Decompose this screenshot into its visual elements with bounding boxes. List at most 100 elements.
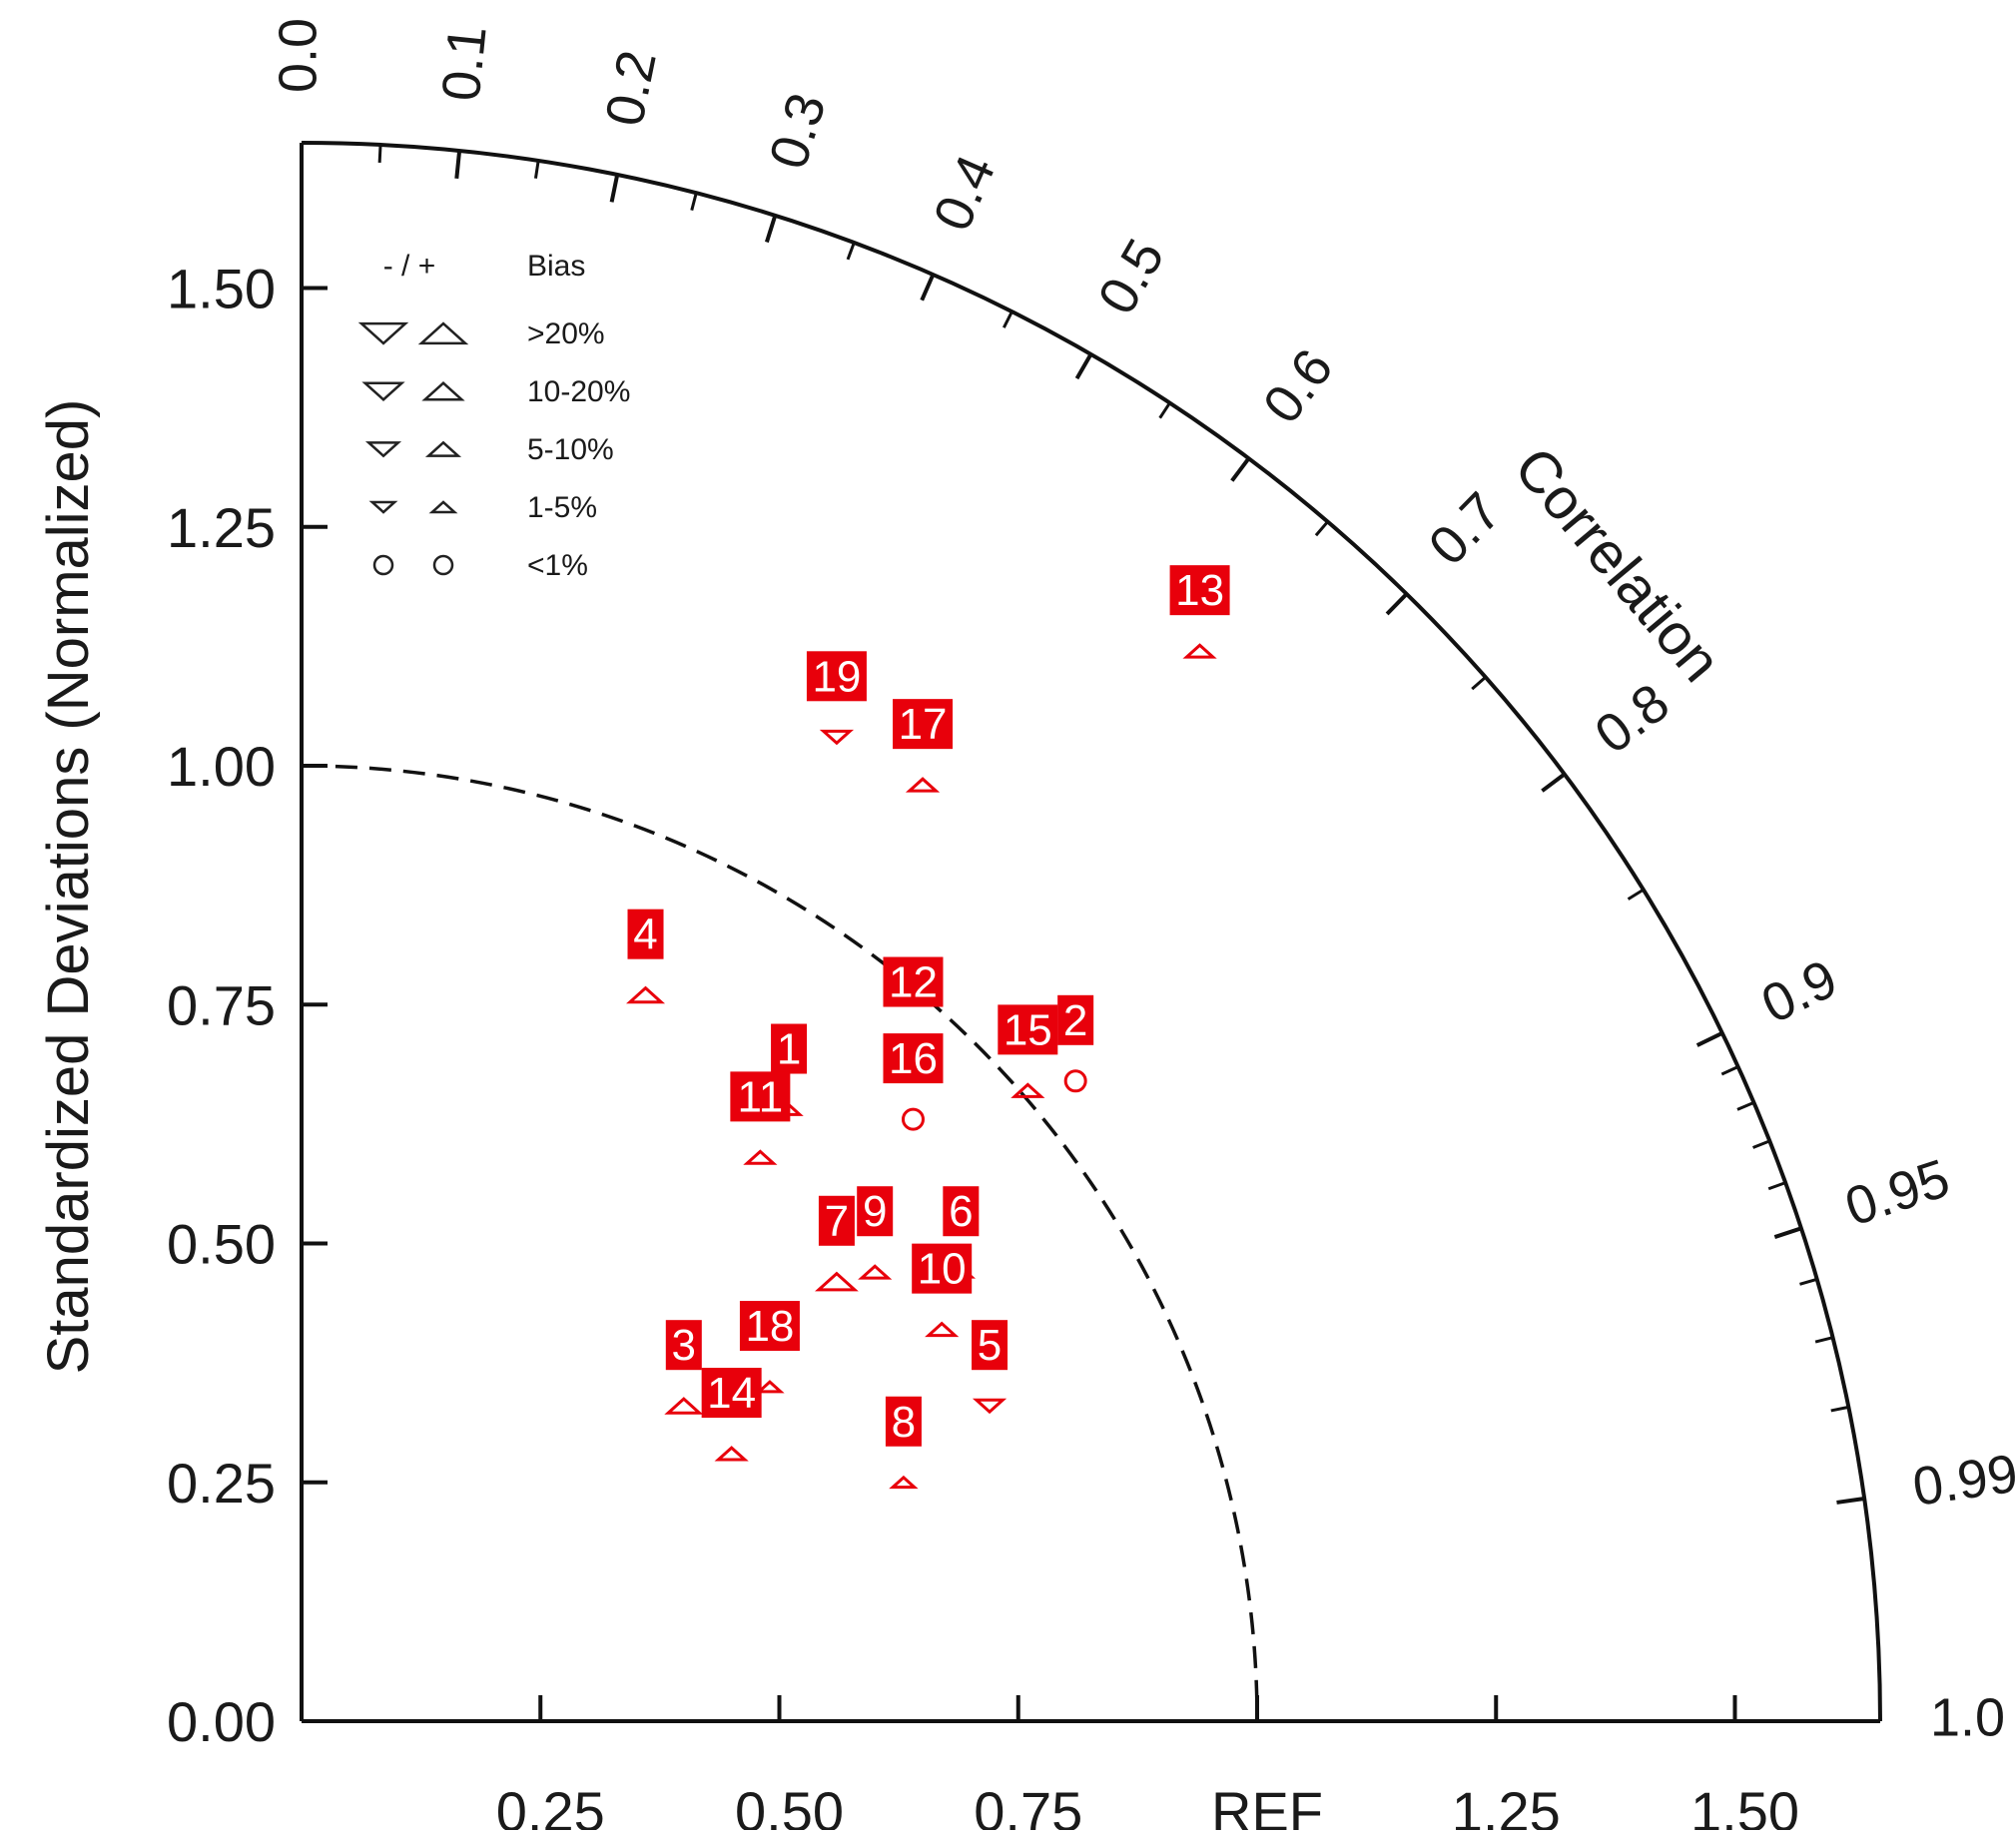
point-marker bbox=[972, 1398, 1008, 1415]
correlation-tick bbox=[920, 274, 936, 302]
point-marker bbox=[1182, 643, 1217, 659]
correlation-minor-tick bbox=[377, 144, 382, 164]
point-label-box bbox=[883, 956, 944, 1007]
data-point: 12 bbox=[883, 956, 944, 1050]
legend-header-bias: Bias bbox=[527, 250, 585, 283]
legend-up-triangle bbox=[421, 381, 465, 401]
correlation-label: 0.99 bbox=[1909, 1444, 2016, 1518]
y-tick-label: 1.00 bbox=[167, 735, 276, 798]
point-label-box bbox=[665, 1320, 702, 1371]
legend-circle bbox=[372, 554, 394, 576]
x-tick-label: 1.50 bbox=[1690, 1780, 1799, 1830]
point-marker bbox=[925, 1321, 960, 1338]
correlation-minor-tick bbox=[533, 160, 540, 179]
correlation-tick bbox=[1695, 1031, 1723, 1047]
point-marker bbox=[819, 729, 855, 746]
y-tick-label: 0.50 bbox=[167, 1213, 276, 1276]
data-point: 17 bbox=[893, 699, 954, 793]
y-tick-label: 1.25 bbox=[167, 496, 276, 559]
y-tick-label: 0.25 bbox=[167, 1452, 276, 1515]
point-label: 16 bbox=[889, 1034, 938, 1083]
data-point: 10 bbox=[912, 1243, 973, 1338]
point-marker bbox=[743, 1149, 778, 1165]
x-tick-label: 0.50 bbox=[735, 1780, 844, 1830]
x-tick-label: REF bbox=[1211, 1780, 1323, 1830]
point-label: 18 bbox=[745, 1302, 794, 1351]
point-label-box bbox=[627, 909, 664, 959]
point-label: 4 bbox=[633, 911, 657, 959]
point-label-box bbox=[701, 1368, 762, 1419]
correlation-label: 0.2 bbox=[594, 46, 668, 132]
correlation-tick bbox=[1074, 352, 1093, 380]
data-point: 15 bbox=[998, 1004, 1058, 1098]
y-axis-title: Standardized Deviations (Normalized) bbox=[36, 399, 101, 1375]
data-point: 7 bbox=[815, 1195, 859, 1292]
correlation-minor-tick bbox=[846, 242, 856, 261]
correlation-tick bbox=[454, 150, 462, 179]
point-label: 9 bbox=[863, 1187, 887, 1236]
correlation-label: 0.7 bbox=[1418, 481, 1513, 577]
correlation-minor-tick bbox=[1627, 888, 1645, 901]
point-marker bbox=[1063, 1069, 1087, 1093]
data-point: 8 bbox=[885, 1396, 922, 1490]
data-point: 16 bbox=[883, 1033, 944, 1131]
legend-row-label: <1% bbox=[527, 549, 588, 582]
legend-down-triangle bbox=[361, 381, 405, 401]
correlation-label: 0.3 bbox=[758, 86, 838, 176]
point-label-box bbox=[857, 1186, 894, 1237]
data-point: 18 bbox=[739, 1301, 800, 1394]
point-label-box bbox=[1057, 994, 1094, 1045]
legend-row-label: >20% bbox=[527, 317, 605, 350]
point-label: 3 bbox=[672, 1321, 696, 1370]
legend: - / + Bias >20% 10-20% 5-10% 1-5% <1% bbox=[357, 250, 630, 582]
point-label: 13 bbox=[1175, 566, 1224, 615]
legend-row-label: 5-10% bbox=[527, 433, 614, 466]
point-label-box bbox=[912, 1243, 973, 1294]
correlation-tick bbox=[1836, 1496, 1865, 1505]
point-marker bbox=[815, 1271, 859, 1292]
correlation-minor-tick bbox=[1003, 310, 1013, 328]
point-label: 12 bbox=[889, 958, 938, 1007]
correlation-label: 0.9 bbox=[1752, 948, 1846, 1035]
axes: 0.000.250.500.751.001.251.500.25 0.50 0.75… bbox=[167, 18, 2016, 1835]
data-point: 14 bbox=[701, 1368, 762, 1462]
data-point: 11 bbox=[730, 1071, 791, 1165]
correlation-label: 0.1 bbox=[431, 23, 498, 104]
point-label: 10 bbox=[918, 1245, 967, 1294]
point-label-box bbox=[883, 1033, 944, 1084]
correlation-minor-tick bbox=[1720, 1065, 1739, 1076]
point-label-box bbox=[893, 699, 954, 750]
point-label-box bbox=[972, 1320, 1008, 1371]
correlation-tick bbox=[1773, 1226, 1802, 1239]
point-marker bbox=[664, 1397, 704, 1415]
point-marker bbox=[755, 1380, 785, 1394]
data-point: 19 bbox=[806, 651, 867, 746]
correlation-axis-title: Correlation bbox=[1502, 435, 1733, 694]
correlation-minor-tick bbox=[1736, 1100, 1755, 1111]
reference-arc bbox=[301, 764, 1259, 1722]
point-label-box bbox=[739, 1301, 800, 1352]
correlation-minor-tick bbox=[1814, 1336, 1833, 1344]
legend-down-triangle bbox=[357, 321, 409, 345]
point-label-box bbox=[806, 651, 867, 702]
point-label: 2 bbox=[1063, 996, 1087, 1045]
correlation-label: 0.4 bbox=[922, 147, 1007, 240]
legend-row-label: 1-5% bbox=[527, 491, 597, 524]
correlation-label: 0.6 bbox=[1252, 338, 1345, 434]
point-marker bbox=[901, 1107, 925, 1131]
data-point: 5 bbox=[972, 1320, 1008, 1415]
legend-header-symbols: - / + bbox=[383, 250, 436, 283]
point-label: 5 bbox=[978, 1321, 1002, 1370]
correlation-label: 0.5 bbox=[1086, 230, 1176, 324]
point-label-box bbox=[885, 1396, 922, 1447]
reference-std-arc bbox=[301, 764, 1259, 1722]
x-tick-label: 0.75 bbox=[974, 1780, 1082, 1830]
point-label: 1 bbox=[777, 1025, 801, 1074]
point-label: 8 bbox=[892, 1398, 916, 1447]
legend-down-triangle bbox=[368, 500, 398, 514]
correlation-minor-tick bbox=[1799, 1277, 1818, 1286]
legend-row-label: 10-20% bbox=[527, 375, 630, 408]
point-label: 7 bbox=[825, 1197, 849, 1246]
